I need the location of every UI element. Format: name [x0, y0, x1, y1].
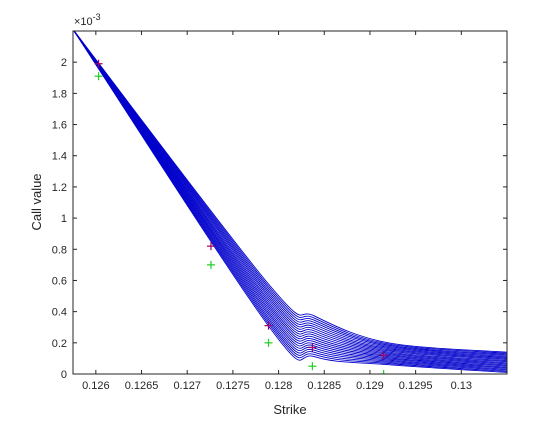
x-tick-label: 0.1265	[125, 380, 159, 392]
model-curve	[73, 31, 507, 355]
y-tick-label: 1.6	[52, 120, 67, 132]
market-price-marker	[94, 72, 103, 81]
model-curve	[73, 31, 507, 360]
model-price-marker	[308, 343, 317, 352]
y-tick-label: 1	[61, 213, 67, 225]
x-tick-label: 0.1295	[399, 380, 433, 392]
model-curve	[73, 31, 507, 362]
model-curve	[73, 31, 507, 367]
y-tick-label: 0.6	[52, 275, 67, 287]
y-tick-label: 0	[61, 369, 67, 381]
market-price-marker	[264, 338, 273, 347]
model-curve	[73, 31, 507, 353]
model-curve	[73, 31, 507, 365]
y-tick-label: 1.2	[52, 182, 67, 194]
x-tick-label: 0.13	[451, 380, 472, 392]
market-price-marker	[308, 362, 317, 371]
market-price-marker	[206, 260, 215, 269]
y-axis-label: Call value	[29, 173, 44, 230]
x-tick-label: 0.128	[265, 380, 293, 392]
x-tick-label: 0.129	[356, 380, 384, 392]
y-exponent-label: ×10-3	[74, 12, 101, 28]
model-curve	[73, 31, 507, 356]
model-curve	[73, 31, 507, 361]
model-curve	[73, 31, 507, 358]
y-tick-label: 0.4	[52, 307, 67, 319]
x-axis: 0.126 0.1265 0.127 0.1275 0.128 0.1285 0.129 0.…	[82, 31, 472, 392]
curve-family	[73, 31, 507, 373]
market-price-marker	[379, 370, 388, 374]
model-curve	[73, 31, 507, 369]
model-curve	[73, 31, 507, 368]
x-tick-label: 0.1285	[307, 380, 341, 392]
x-tick-label: 0.127	[173, 380, 201, 392]
model-price-marker	[206, 242, 215, 251]
plot-frame	[72, 30, 508, 375]
model-curve	[73, 31, 507, 366]
model-curve	[73, 31, 507, 371]
y-axis: 0 0.2 0.4 0.6 0.8 1 1.2 1.4 1.6 1.8 2	[52, 57, 507, 381]
model-curve	[73, 31, 507, 357]
model-curve	[73, 31, 507, 354]
x-tick-label: 0.126	[82, 380, 110, 392]
y-tick-label: 1.8	[52, 88, 67, 100]
y-tick-label: 0.2	[52, 338, 67, 350]
model-price-marker	[379, 351, 388, 360]
marker-series	[94, 59, 388, 374]
model-price-marker	[94, 59, 103, 68]
x-tick-label: 0.1275	[216, 380, 250, 392]
y-tick-label: 0.8	[52, 244, 67, 256]
x-axis-label: Strike	[273, 402, 306, 417]
model-curve	[73, 31, 507, 364]
model-curve	[73, 31, 507, 373]
model-curve	[73, 31, 507, 372]
y-tick-label: 1.4	[52, 151, 67, 163]
model-curve	[73, 31, 507, 363]
y-tick-label: 2	[61, 57, 67, 69]
model-price-marker	[264, 321, 273, 330]
plot-area	[73, 31, 507, 374]
model-curve	[73, 31, 507, 370]
